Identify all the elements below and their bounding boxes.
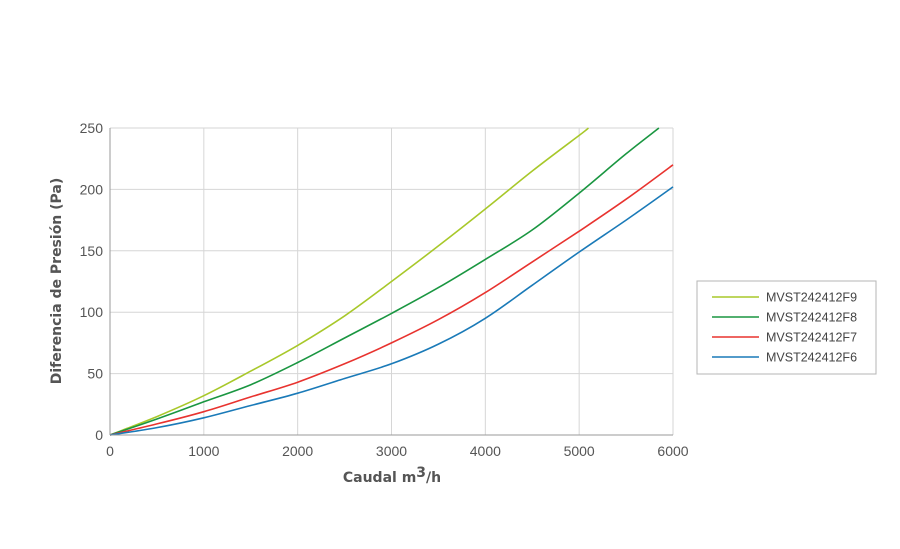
x-axis-title-main: Caudal m: [343, 470, 416, 486]
legend-label: MVST242412F9: [766, 291, 857, 305]
axes: [109, 128, 673, 436]
y-tick-label: 0: [95, 427, 103, 443]
y-axis-title: Diferencia de Presión (Pa): [49, 178, 65, 385]
y-tick-label: 100: [80, 304, 104, 320]
legend: MVST242412F9 MVST242412F8 MVST242412F7 MVST…: [696, 280, 877, 375]
x-tick-label: 1000: [188, 443, 219, 459]
y-tick-label: 50: [87, 366, 103, 382]
series-line-MVST242412F6: [109, 186, 674, 436]
x-tick-label: 3000: [376, 443, 407, 459]
y-tick-label: 250: [80, 120, 104, 136]
tick-labels: 0 1000 2000 3000 4000 5000 6000 0 50 100 150 200 250: [80, 120, 689, 459]
legend-label: MVST242412F7: [766, 331, 857, 345]
series-line-MVST242412F7: [109, 164, 674, 436]
legend-label: MVST242412F6: [766, 351, 857, 365]
grid: [110, 127, 674, 435]
x-tick-label: 2000: [282, 443, 313, 459]
y-tick-label: 150: [80, 243, 104, 259]
x-tick-label: 0: [106, 443, 114, 459]
series-line-MVST242412F8: [109, 127, 660, 436]
x-tick-label: 5000: [564, 443, 595, 459]
series-lines: [109, 127, 674, 436]
x-axis-title-tail: /h: [426, 470, 441, 486]
x-tick-label: 4000: [470, 443, 501, 459]
series-line-MVST242412F9: [109, 127, 590, 436]
y-tick-label: 200: [80, 181, 104, 197]
x-axis-title: Caudal m3/h: [343, 465, 441, 486]
x-axis-title-sup: 3: [416, 465, 426, 481]
legend-label: MVST242412F8: [766, 311, 857, 325]
x-tick-label: 6000: [657, 443, 688, 459]
